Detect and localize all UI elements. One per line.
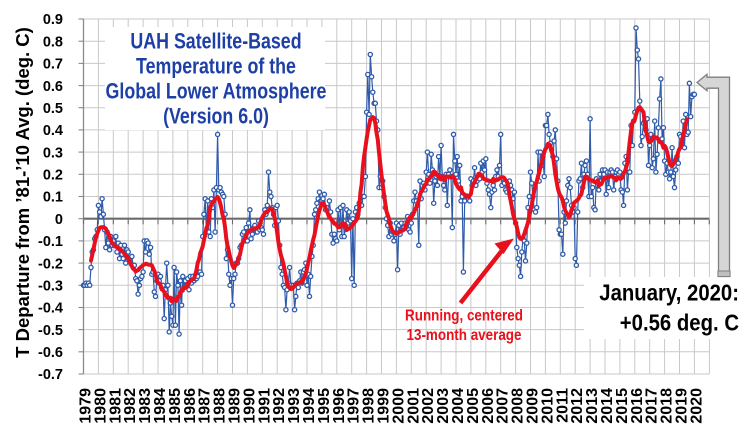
svg-text:-0.4: -0.4 bbox=[38, 301, 63, 317]
svg-text:2008: 2008 bbox=[510, 388, 527, 424]
svg-text:2014: 2014 bbox=[599, 388, 616, 424]
svg-text:-0.3: -0.3 bbox=[38, 279, 63, 295]
svg-text:1996: 1996 bbox=[331, 388, 348, 424]
svg-text:2010: 2010 bbox=[539, 388, 556, 424]
svg-text:2012: 2012 bbox=[569, 388, 586, 424]
svg-text:2018: 2018 bbox=[659, 388, 676, 424]
svg-text:2004: 2004 bbox=[450, 388, 467, 424]
svg-text:1994: 1994 bbox=[301, 388, 318, 424]
svg-text:1980: 1980 bbox=[92, 388, 109, 424]
svg-text:T Departure from ’81-’10 Avg.: T Departure from ’81-’10 Avg. (deg. C) bbox=[12, 27, 33, 358]
svg-text:2000: 2000 bbox=[390, 388, 407, 424]
svg-text:1992: 1992 bbox=[271, 388, 288, 424]
svg-text:0.4: 0.4 bbox=[43, 123, 63, 139]
svg-text:1990: 1990 bbox=[241, 388, 258, 424]
svg-text:1997: 1997 bbox=[346, 388, 363, 424]
svg-text:1986: 1986 bbox=[182, 388, 199, 424]
svg-text:(Version 6.0): (Version 6.0) bbox=[163, 105, 269, 129]
svg-text:1985: 1985 bbox=[167, 388, 184, 424]
svg-text:+0.56 deg. C: +0.56 deg. C bbox=[620, 309, 739, 336]
svg-text:2002: 2002 bbox=[420, 388, 437, 424]
svg-text:-0.1: -0.1 bbox=[38, 234, 63, 250]
svg-text:1999: 1999 bbox=[376, 388, 393, 424]
svg-text:0.3: 0.3 bbox=[43, 145, 63, 161]
svg-text:1983: 1983 bbox=[137, 388, 154, 424]
svg-text:2017: 2017 bbox=[644, 388, 661, 424]
svg-text:2001: 2001 bbox=[405, 388, 422, 424]
svg-text:Global Lower Atmosphere: Global Lower Atmosphere bbox=[106, 80, 327, 104]
svg-text:0.1: 0.1 bbox=[43, 190, 63, 206]
svg-text:2005: 2005 bbox=[465, 388, 482, 424]
svg-text:0.8: 0.8 bbox=[43, 34, 63, 50]
svg-text:2019: 2019 bbox=[674, 388, 691, 424]
svg-text:0.9: 0.9 bbox=[43, 12, 63, 28]
svg-text:1982: 1982 bbox=[122, 388, 139, 424]
svg-text:2009: 2009 bbox=[525, 388, 542, 424]
svg-text:-0.5: -0.5 bbox=[38, 323, 63, 339]
svg-text:13-month average: 13-month average bbox=[407, 327, 522, 344]
svg-text:1989: 1989 bbox=[227, 388, 244, 424]
svg-text:1995: 1995 bbox=[316, 388, 333, 424]
svg-text:Temperature of the: Temperature of the bbox=[136, 55, 296, 79]
svg-text:Running, centered: Running, centered bbox=[405, 308, 523, 325]
svg-text:2016: 2016 bbox=[629, 388, 646, 424]
svg-text:1979: 1979 bbox=[78, 388, 95, 424]
svg-text:1984: 1984 bbox=[152, 388, 169, 424]
svg-text:0: 0 bbox=[55, 212, 63, 228]
svg-text:2011: 2011 bbox=[554, 388, 571, 423]
svg-text:0.2: 0.2 bbox=[43, 168, 63, 184]
svg-text:-0.7: -0.7 bbox=[38, 367, 63, 383]
svg-text:January, 2020:: January, 2020: bbox=[599, 279, 739, 306]
svg-text:1991: 1991 bbox=[256, 388, 273, 424]
svg-text:1993: 1993 bbox=[286, 388, 303, 424]
svg-text:2006: 2006 bbox=[480, 388, 497, 424]
svg-text:1988: 1988 bbox=[212, 388, 229, 424]
svg-text:1998: 1998 bbox=[361, 388, 378, 424]
svg-text:2003: 2003 bbox=[435, 388, 452, 424]
svg-text:2020: 2020 bbox=[688, 388, 705, 424]
svg-text:0.5: 0.5 bbox=[43, 101, 63, 117]
svg-text:0.7: 0.7 bbox=[43, 57, 63, 73]
svg-text:1987: 1987 bbox=[197, 388, 214, 424]
svg-text:2015: 2015 bbox=[614, 388, 631, 424]
svg-text:2013: 2013 bbox=[584, 388, 601, 424]
svg-text:1981: 1981 bbox=[107, 388, 124, 424]
svg-text:2007: 2007 bbox=[495, 388, 512, 424]
svg-text:0.6: 0.6 bbox=[43, 79, 63, 95]
svg-text:-0.2: -0.2 bbox=[38, 256, 63, 272]
svg-text:-0.6: -0.6 bbox=[38, 345, 63, 361]
svg-text:UAH Satellite-Based: UAH Satellite-Based bbox=[130, 30, 301, 54]
